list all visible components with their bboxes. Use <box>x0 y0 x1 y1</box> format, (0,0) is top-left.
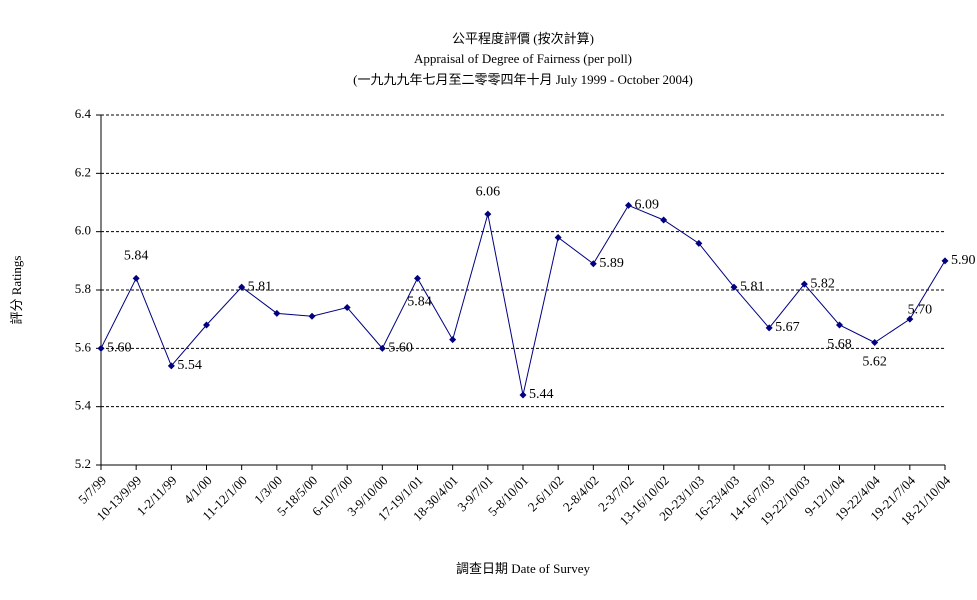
data-point <box>97 344 105 352</box>
data-point <box>519 391 527 399</box>
y-tick-label: 6.0 <box>75 223 91 238</box>
y-axis-label: 評分 Ratings <box>9 256 24 325</box>
data-label: 6.06 <box>476 184 501 199</box>
data-label: 5.81 <box>248 279 273 294</box>
data-label: 5.82 <box>810 276 835 291</box>
y-tick-label: 5.6 <box>75 339 92 354</box>
chart-subtitle: Appraisal of Degree of Fairness (per pol… <box>414 51 632 66</box>
data-point <box>484 210 492 218</box>
data-label: 5.60 <box>388 341 413 356</box>
data-point <box>871 339 879 346</box>
data-label: 5.81 <box>740 279 765 294</box>
data-point <box>836 321 843 329</box>
data-label: 5.60 <box>107 341 132 356</box>
y-tick-label: 5.4 <box>75 398 92 413</box>
data-point <box>906 315 914 323</box>
data-label: 5.44 <box>529 387 554 402</box>
data-point <box>414 274 421 282</box>
data-point <box>941 257 949 265</box>
data-label: 5.54 <box>177 358 202 373</box>
data-line <box>100 204 946 396</box>
data-point <box>589 260 597 268</box>
data-label: 5.70 <box>908 302 933 317</box>
data-point <box>308 312 316 320</box>
data-label: 5.84 <box>124 249 149 264</box>
y-tick-label: 6.4 <box>75 106 92 121</box>
data-label: 5.90 <box>951 253 976 268</box>
y-tick-label: 5.2 <box>75 456 91 471</box>
data-label: 6.09 <box>635 198 660 213</box>
data-point <box>554 234 562 241</box>
data-point <box>167 362 175 370</box>
data-point <box>132 274 140 282</box>
data-point <box>730 283 738 291</box>
data-point <box>449 336 457 344</box>
chart-title: 公平程度評價 (按次計算) <box>452 31 594 46</box>
x-axis-label: 調查日期 Date of Survey <box>456 561 590 576</box>
y-tick-label: 5.8 <box>75 281 91 296</box>
data-point <box>343 304 351 311</box>
data-label: 5.84 <box>407 295 432 310</box>
data-point <box>765 324 773 332</box>
data-point <box>378 344 386 352</box>
data-point <box>660 216 668 224</box>
data-label: 5.67 <box>775 320 800 335</box>
data-point <box>273 309 281 317</box>
data-label: 5.89 <box>599 256 624 271</box>
data-point <box>203 321 210 329</box>
data-point <box>238 283 246 291</box>
x-tick-label: 2-6/1/02 <box>525 473 567 515</box>
data-point <box>625 201 632 209</box>
y-tick-label: 6.2 <box>75 164 91 179</box>
data-label: 5.68 <box>827 337 852 352</box>
x-tick-label: 2-8/4/02 <box>560 473 602 515</box>
data-label: 5.62 <box>862 355 887 370</box>
chart-subtitle: (一九九九年七月至二零零四年十月 July 1999 - October 200… <box>353 72 693 87</box>
data-point <box>800 280 808 288</box>
data-point <box>695 239 703 247</box>
